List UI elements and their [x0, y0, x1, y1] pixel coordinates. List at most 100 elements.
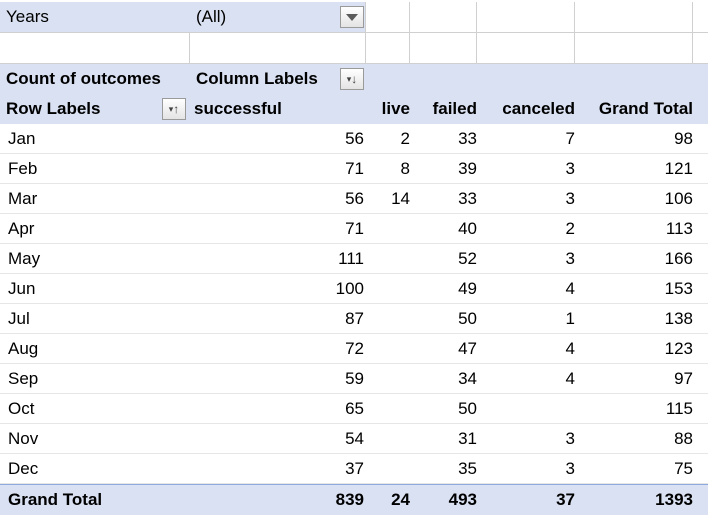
- row-label[interactable]: Aug: [8, 339, 39, 358]
- cell-live[interactable]: [364, 424, 410, 454]
- cell-canceled[interactable]: 1: [565, 309, 575, 328]
- cell-grand-total[interactable]: 166: [664, 249, 693, 268]
- empty-row: [0, 33, 708, 64]
- cell-live[interactable]: 2: [400, 129, 410, 148]
- cell-canceled[interactable]: 3: [565, 249, 575, 268]
- cell-live[interactable]: [364, 394, 410, 424]
- grand-total-row: Grand Total 839 24 493 37 1393: [0, 484, 708, 515]
- pivot-table: Count of outcomes Column Labels ▾↓ Row L…: [0, 64, 708, 515]
- pivot-header-row-2: Row Labels ▾↑ successful live failed can…: [0, 94, 708, 124]
- row-labels-header: Row Labels: [6, 99, 101, 118]
- cell-canceled[interactable]: 4: [565, 279, 575, 298]
- cell-failed[interactable]: 31: [458, 429, 477, 448]
- filter-field-value[interactable]: (All): [196, 7, 227, 26]
- cell-failed[interactable]: 49: [458, 279, 477, 298]
- cell-canceled[interactable]: 3: [565, 159, 575, 178]
- row-label[interactable]: Nov: [8, 429, 39, 448]
- cell-live[interactable]: [364, 334, 410, 364]
- row-label[interactable]: Jul: [8, 309, 30, 328]
- cell-canceled[interactable]: [477, 394, 575, 424]
- grand-total-successful: 839: [335, 490, 364, 509]
- row-label[interactable]: Mar: [8, 189, 38, 208]
- cell-failed[interactable]: 47: [458, 339, 477, 358]
- row-label[interactable]: May: [8, 249, 41, 268]
- filter-icon: ▾: [346, 74, 352, 85]
- cell-successful[interactable]: 59: [345, 369, 364, 388]
- cell-live[interactable]: [364, 244, 410, 274]
- row-label[interactable]: Oct: [8, 399, 35, 418]
- cell-successful[interactable]: 56: [345, 189, 364, 208]
- cell-successful[interactable]: 72: [345, 339, 364, 358]
- cell-grand-total[interactable]: 98: [674, 129, 693, 148]
- grand-total-canceled: 37: [556, 490, 575, 509]
- cell-successful[interactable]: 71: [345, 219, 364, 238]
- cell-failed[interactable]: 34: [458, 369, 477, 388]
- row-label[interactable]: Jun: [8, 279, 36, 298]
- cell-failed[interactable]: 52: [458, 249, 477, 268]
- cell-live[interactable]: [364, 304, 410, 334]
- cell-canceled[interactable]: 7: [565, 129, 575, 148]
- cell-grand-total[interactable]: 113: [665, 219, 693, 238]
- row-label[interactable]: Sep: [8, 369, 39, 388]
- cell-failed[interactable]: 33: [458, 189, 477, 208]
- cell-failed[interactable]: 40: [458, 219, 477, 238]
- cell-grand-total[interactable]: 153: [664, 279, 693, 298]
- column-filter-sort-button[interactable]: ▾↓: [340, 68, 364, 90]
- cell-failed[interactable]: 50: [458, 399, 477, 418]
- cell-grand-total[interactable]: 138: [664, 309, 693, 328]
- cell-successful[interactable]: 87: [345, 309, 364, 328]
- row-label[interactable]: Feb: [8, 159, 38, 178]
- cell-canceled[interactable]: 3: [565, 429, 575, 448]
- cell-grand-total[interactable]: 115: [665, 399, 693, 418]
- cell-live[interactable]: [364, 454, 410, 484]
- grand-total-label: Grand Total: [8, 490, 103, 509]
- cell-successful[interactable]: 71: [345, 159, 364, 178]
- sort-ascending-icon: ↑: [173, 102, 180, 117]
- cell-canceled[interactable]: 2: [565, 219, 575, 238]
- table-row: Oct 65 50 115: [0, 394, 708, 424]
- cell-grand-total[interactable]: 88: [674, 429, 693, 448]
- cell-canceled[interactable]: 3: [565, 459, 575, 478]
- column-header-successful: successful: [194, 99, 282, 118]
- filter-field-label: Years: [6, 7, 49, 26]
- row-filter-sort-button[interactable]: ▾↑: [162, 98, 186, 120]
- cell-successful[interactable]: 37: [345, 459, 364, 478]
- cell-grand-total[interactable]: 106: [664, 189, 693, 208]
- cell-canceled[interactable]: 4: [565, 369, 575, 388]
- table-row: Jan 56 2 33 7 98: [0, 124, 708, 154]
- row-label[interactable]: Apr: [8, 219, 35, 238]
- cell-successful[interactable]: 65: [345, 399, 364, 418]
- cell-canceled[interactable]: 4: [565, 339, 575, 358]
- cell-failed[interactable]: 35: [458, 459, 477, 478]
- cell-grand-total[interactable]: 121: [664, 159, 693, 178]
- cell-successful[interactable]: 100: [335, 279, 364, 298]
- cell-successful[interactable]: 56: [345, 129, 364, 148]
- cell-live[interactable]: [364, 274, 410, 304]
- report-filter-row: Years (All): [0, 2, 708, 33]
- table-row: Nov 54 31 3 88: [0, 424, 708, 454]
- cell-live[interactable]: 8: [400, 159, 410, 178]
- row-label[interactable]: Dec: [8, 459, 39, 478]
- cell-failed[interactable]: 33: [458, 129, 477, 148]
- table-row: Feb 71 8 39 3 121: [0, 154, 708, 184]
- cell-grand-total[interactable]: 75: [674, 459, 693, 478]
- grand-total-failed: 493: [448, 490, 477, 509]
- cell-live[interactable]: [364, 364, 410, 394]
- cell-failed[interactable]: 50: [458, 309, 477, 328]
- cell-grand-total[interactable]: 97: [674, 369, 693, 388]
- cell-live[interactable]: [364, 214, 410, 244]
- cell-successful[interactable]: 54: [345, 429, 364, 448]
- cell-failed[interactable]: 39: [458, 159, 477, 178]
- row-label[interactable]: Jan: [8, 129, 36, 148]
- pivot-header-row-1: Count of outcomes Column Labels ▾↓: [0, 64, 708, 94]
- cell-canceled[interactable]: 3: [565, 189, 575, 208]
- filter-icon: ▾: [168, 104, 174, 115]
- filter-dropdown-button[interactable]: [340, 6, 364, 28]
- table-row: Dec 37 35 3 75: [0, 454, 708, 484]
- cell-successful[interactable]: 111: [338, 249, 364, 268]
- column-header-grand-total: Grand Total: [598, 99, 693, 118]
- cell-live[interactable]: 14: [391, 189, 410, 208]
- corner-label: Count of outcomes: [6, 69, 161, 88]
- cell-grand-total[interactable]: 123: [664, 339, 693, 358]
- pivot-header: Count of outcomes Column Labels ▾↓ Row L…: [0, 64, 708, 124]
